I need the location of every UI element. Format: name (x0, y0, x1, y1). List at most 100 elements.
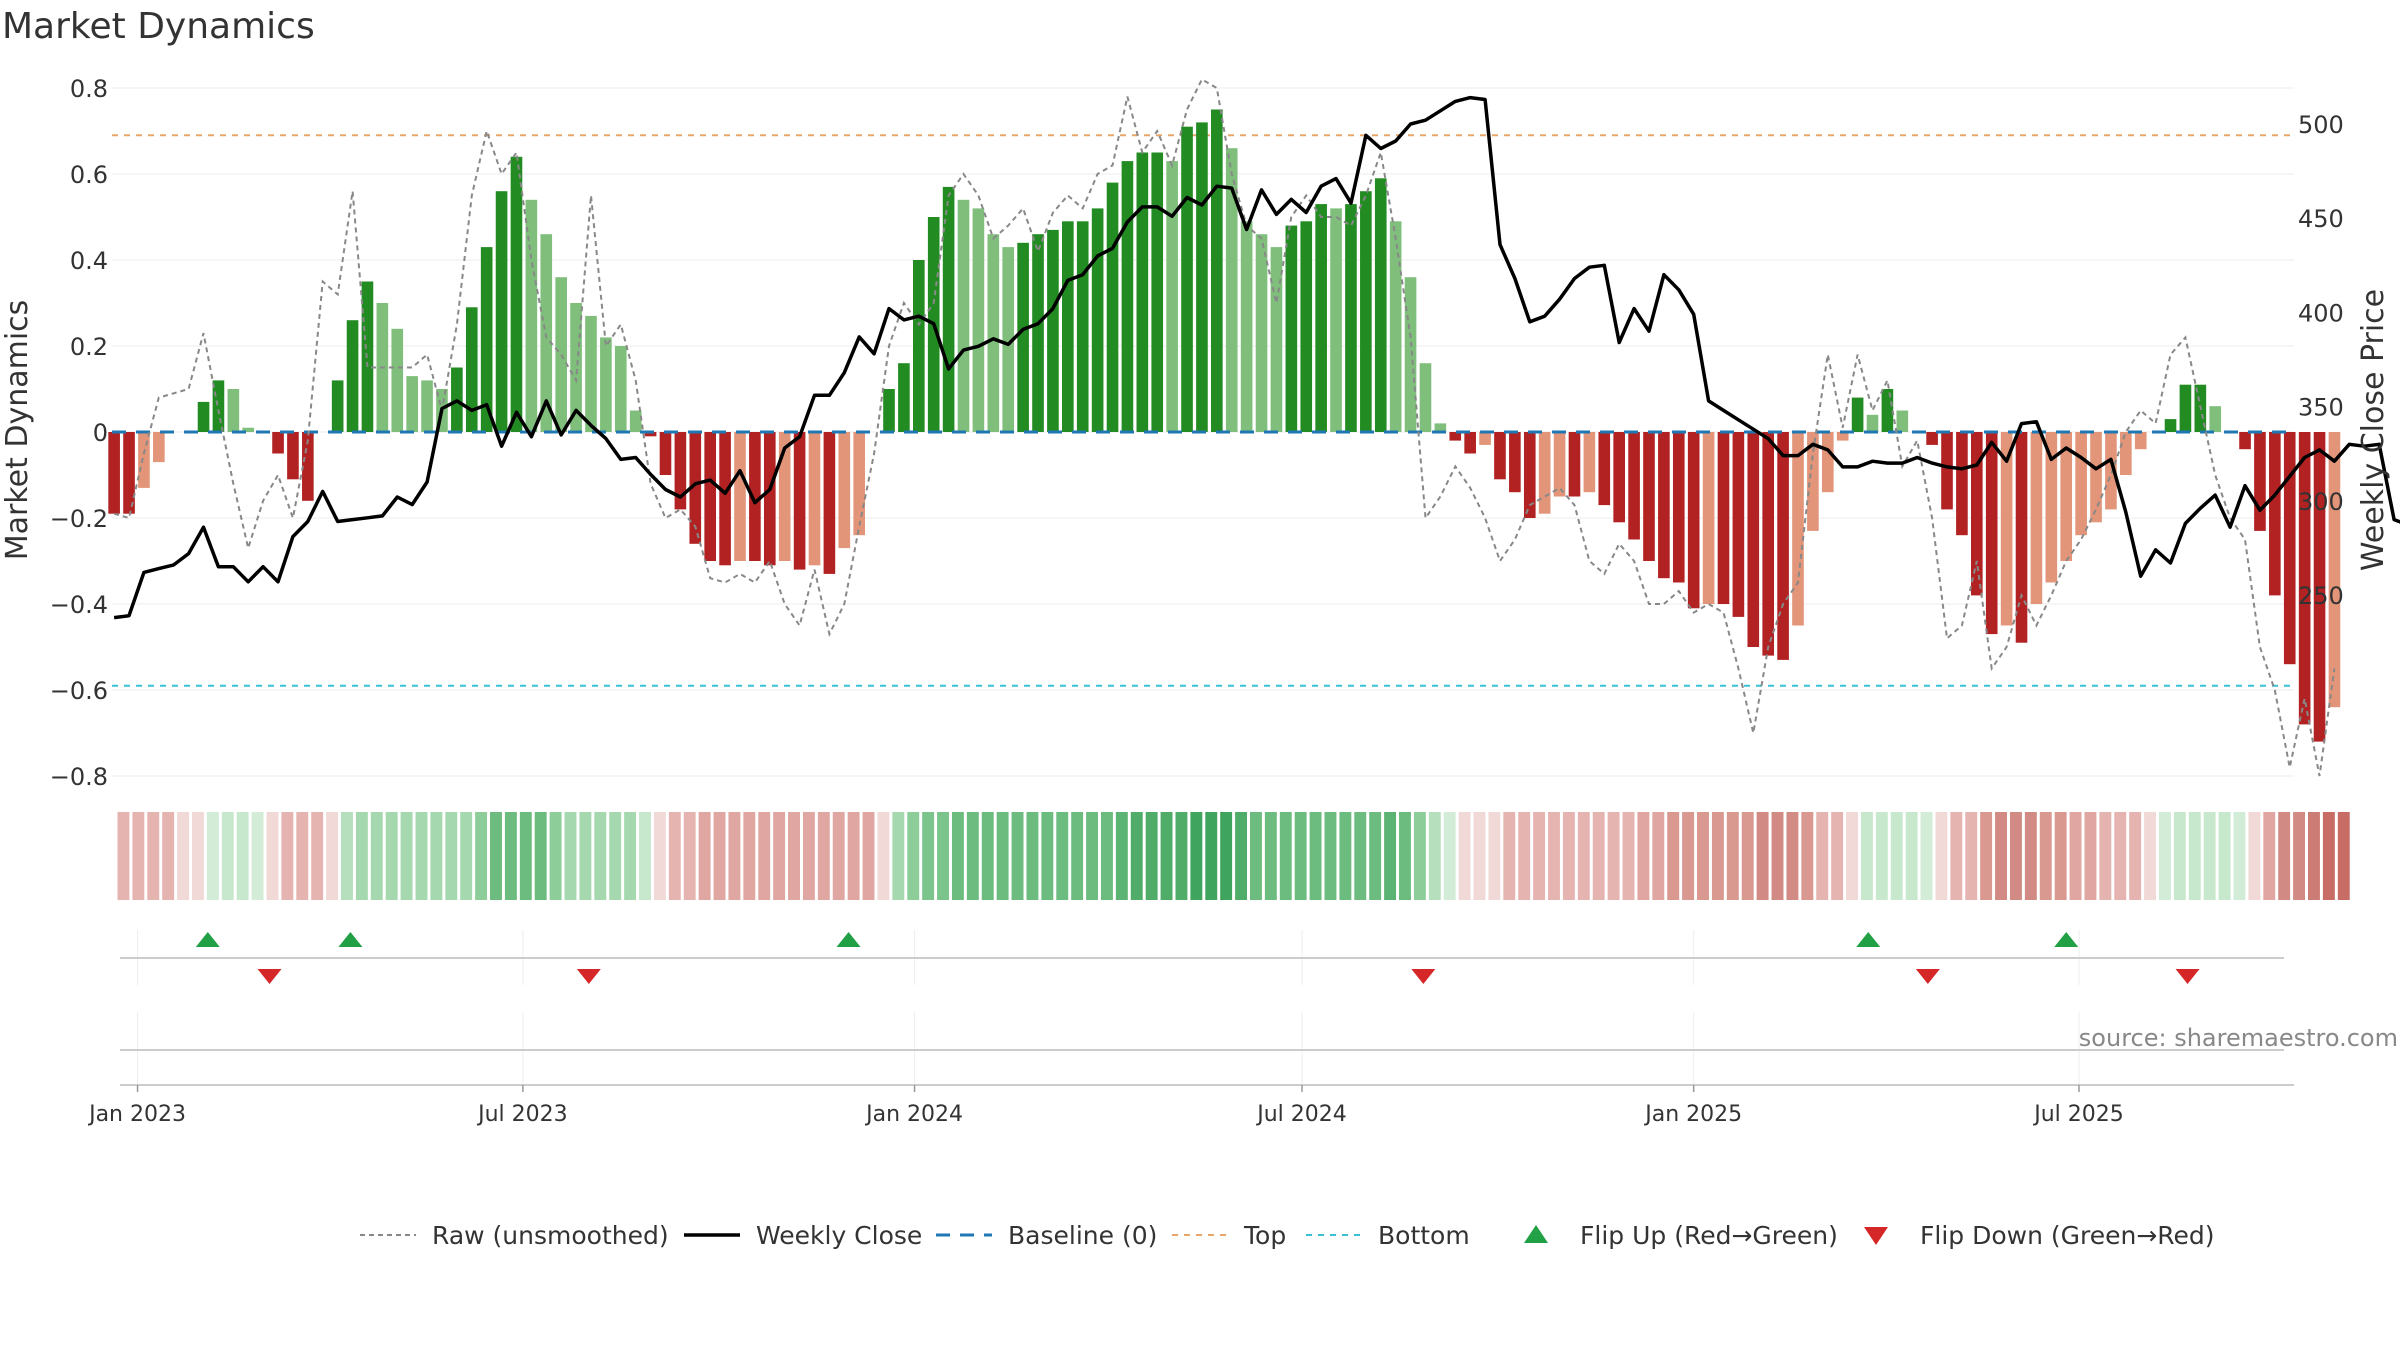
md-bar (987, 234, 1000, 432)
md-bar (1255, 234, 1268, 432)
strip-cell (966, 812, 979, 900)
md-bar (614, 346, 627, 432)
flip-up-marker (2054, 932, 2079, 947)
strip-cell (2218, 812, 2231, 900)
md-bar (763, 432, 776, 566)
strip-cell (668, 812, 681, 900)
strip-cell (1264, 812, 1277, 900)
md-bar (1449, 432, 1462, 441)
md-bar (689, 432, 702, 544)
strip-cell (1801, 812, 1814, 900)
legend-label: Baseline (0) (1008, 1221, 1157, 1250)
strip-cell (1905, 812, 1918, 900)
strip-cell (1667, 812, 1680, 900)
md-bar (1926, 432, 1938, 445)
strip-cell (1875, 812, 1888, 900)
strip-cell (1831, 812, 1844, 900)
strip-cell (698, 812, 711, 900)
strip-cell (1950, 812, 1963, 900)
legend-label: Weekly Close (756, 1221, 922, 1250)
strip-cell (713, 812, 726, 900)
md-bar (1792, 432, 1804, 626)
md-bar (123, 432, 135, 514)
md-bar (1643, 432, 1655, 561)
strip-cell (892, 812, 905, 900)
strip-cell (817, 812, 830, 900)
strip-cell (1503, 812, 1516, 900)
md-bar (600, 337, 612, 432)
md-bar (2283, 432, 2296, 665)
strip-cell (951, 812, 964, 900)
flip-up-marker (836, 932, 861, 947)
strip-cell (639, 812, 651, 900)
md-bar (1285, 225, 1298, 432)
md-bar (1076, 221, 1089, 432)
md-bar (197, 401, 210, 432)
strip-cell (266, 812, 279, 900)
strip-cell (743, 812, 756, 900)
legend-label: Bottom (1378, 1221, 1470, 1250)
strip-cell (1711, 812, 1724, 900)
md-bar (778, 432, 791, 561)
strip-cell (549, 812, 562, 900)
strip-cell (907, 812, 920, 900)
strip-cell (2337, 812, 2350, 900)
md-bar (1136, 152, 1149, 432)
legend-item: Bottom (1306, 1221, 1470, 1250)
strip-cell (683, 812, 696, 900)
strip-cell (2158, 812, 2171, 900)
md-bar (540, 234, 553, 432)
left-tick-label: 0 (93, 419, 108, 447)
strip-cell (162, 812, 175, 900)
strip-cell (2203, 812, 2216, 900)
md-bar (1166, 161, 1178, 432)
right-tick-label: 450 (2298, 205, 2344, 233)
strip-cell (2188, 812, 2201, 900)
strip-cell (2114, 812, 2127, 900)
md-bar (838, 432, 851, 549)
strip-cell (847, 812, 860, 900)
flip-down-marker (2175, 969, 2200, 984)
md-bar (2030, 432, 2043, 604)
left-tick-label: 0.4 (70, 247, 108, 275)
md-bar (749, 432, 761, 561)
md-bar (1106, 182, 1119, 432)
legend-label: Flip Down (Green→Red) (1920, 1221, 2215, 1250)
md-bar (1062, 221, 1074, 432)
md-bar (659, 432, 672, 475)
md-bar (525, 199, 538, 432)
md-bar (480, 247, 493, 432)
x-tick-label: Jul 2025 (2032, 1102, 2124, 1127)
flip-up-marker (1856, 932, 1881, 947)
strip-cell (788, 812, 800, 900)
md-bar (1687, 432, 1700, 609)
strip-cell (385, 812, 398, 900)
md-bar (823, 432, 836, 574)
strip-cell (1488, 812, 1501, 900)
right-tick-label: 400 (2298, 299, 2344, 327)
strip-cell (1190, 812, 1203, 900)
md-bar (883, 389, 895, 432)
strip-cell (132, 812, 145, 900)
md-bar (391, 328, 404, 432)
right-tick-label: 300 (2298, 488, 2344, 516)
strip-cell (1756, 812, 1769, 900)
md-bar (1583, 432, 1596, 493)
md-bar (1762, 432, 1775, 656)
bars (108, 109, 2341, 742)
md-bar (1941, 432, 1953, 510)
md-bar (1360, 191, 1372, 432)
md-bar (1866, 414, 1879, 432)
md-bar (1196, 122, 1208, 433)
strip-cell (1279, 812, 1292, 900)
strip-cell (296, 812, 309, 900)
strip-cell (2322, 812, 2335, 900)
strip-cell (1846, 812, 1858, 900)
strip-cell (236, 812, 249, 900)
md-bar (570, 303, 582, 432)
md-bar (2239, 432, 2251, 450)
md-bar (1613, 432, 1625, 523)
strip-cell (504, 812, 517, 900)
strip-cell (2293, 812, 2306, 900)
strip-cell (1220, 812, 1233, 900)
